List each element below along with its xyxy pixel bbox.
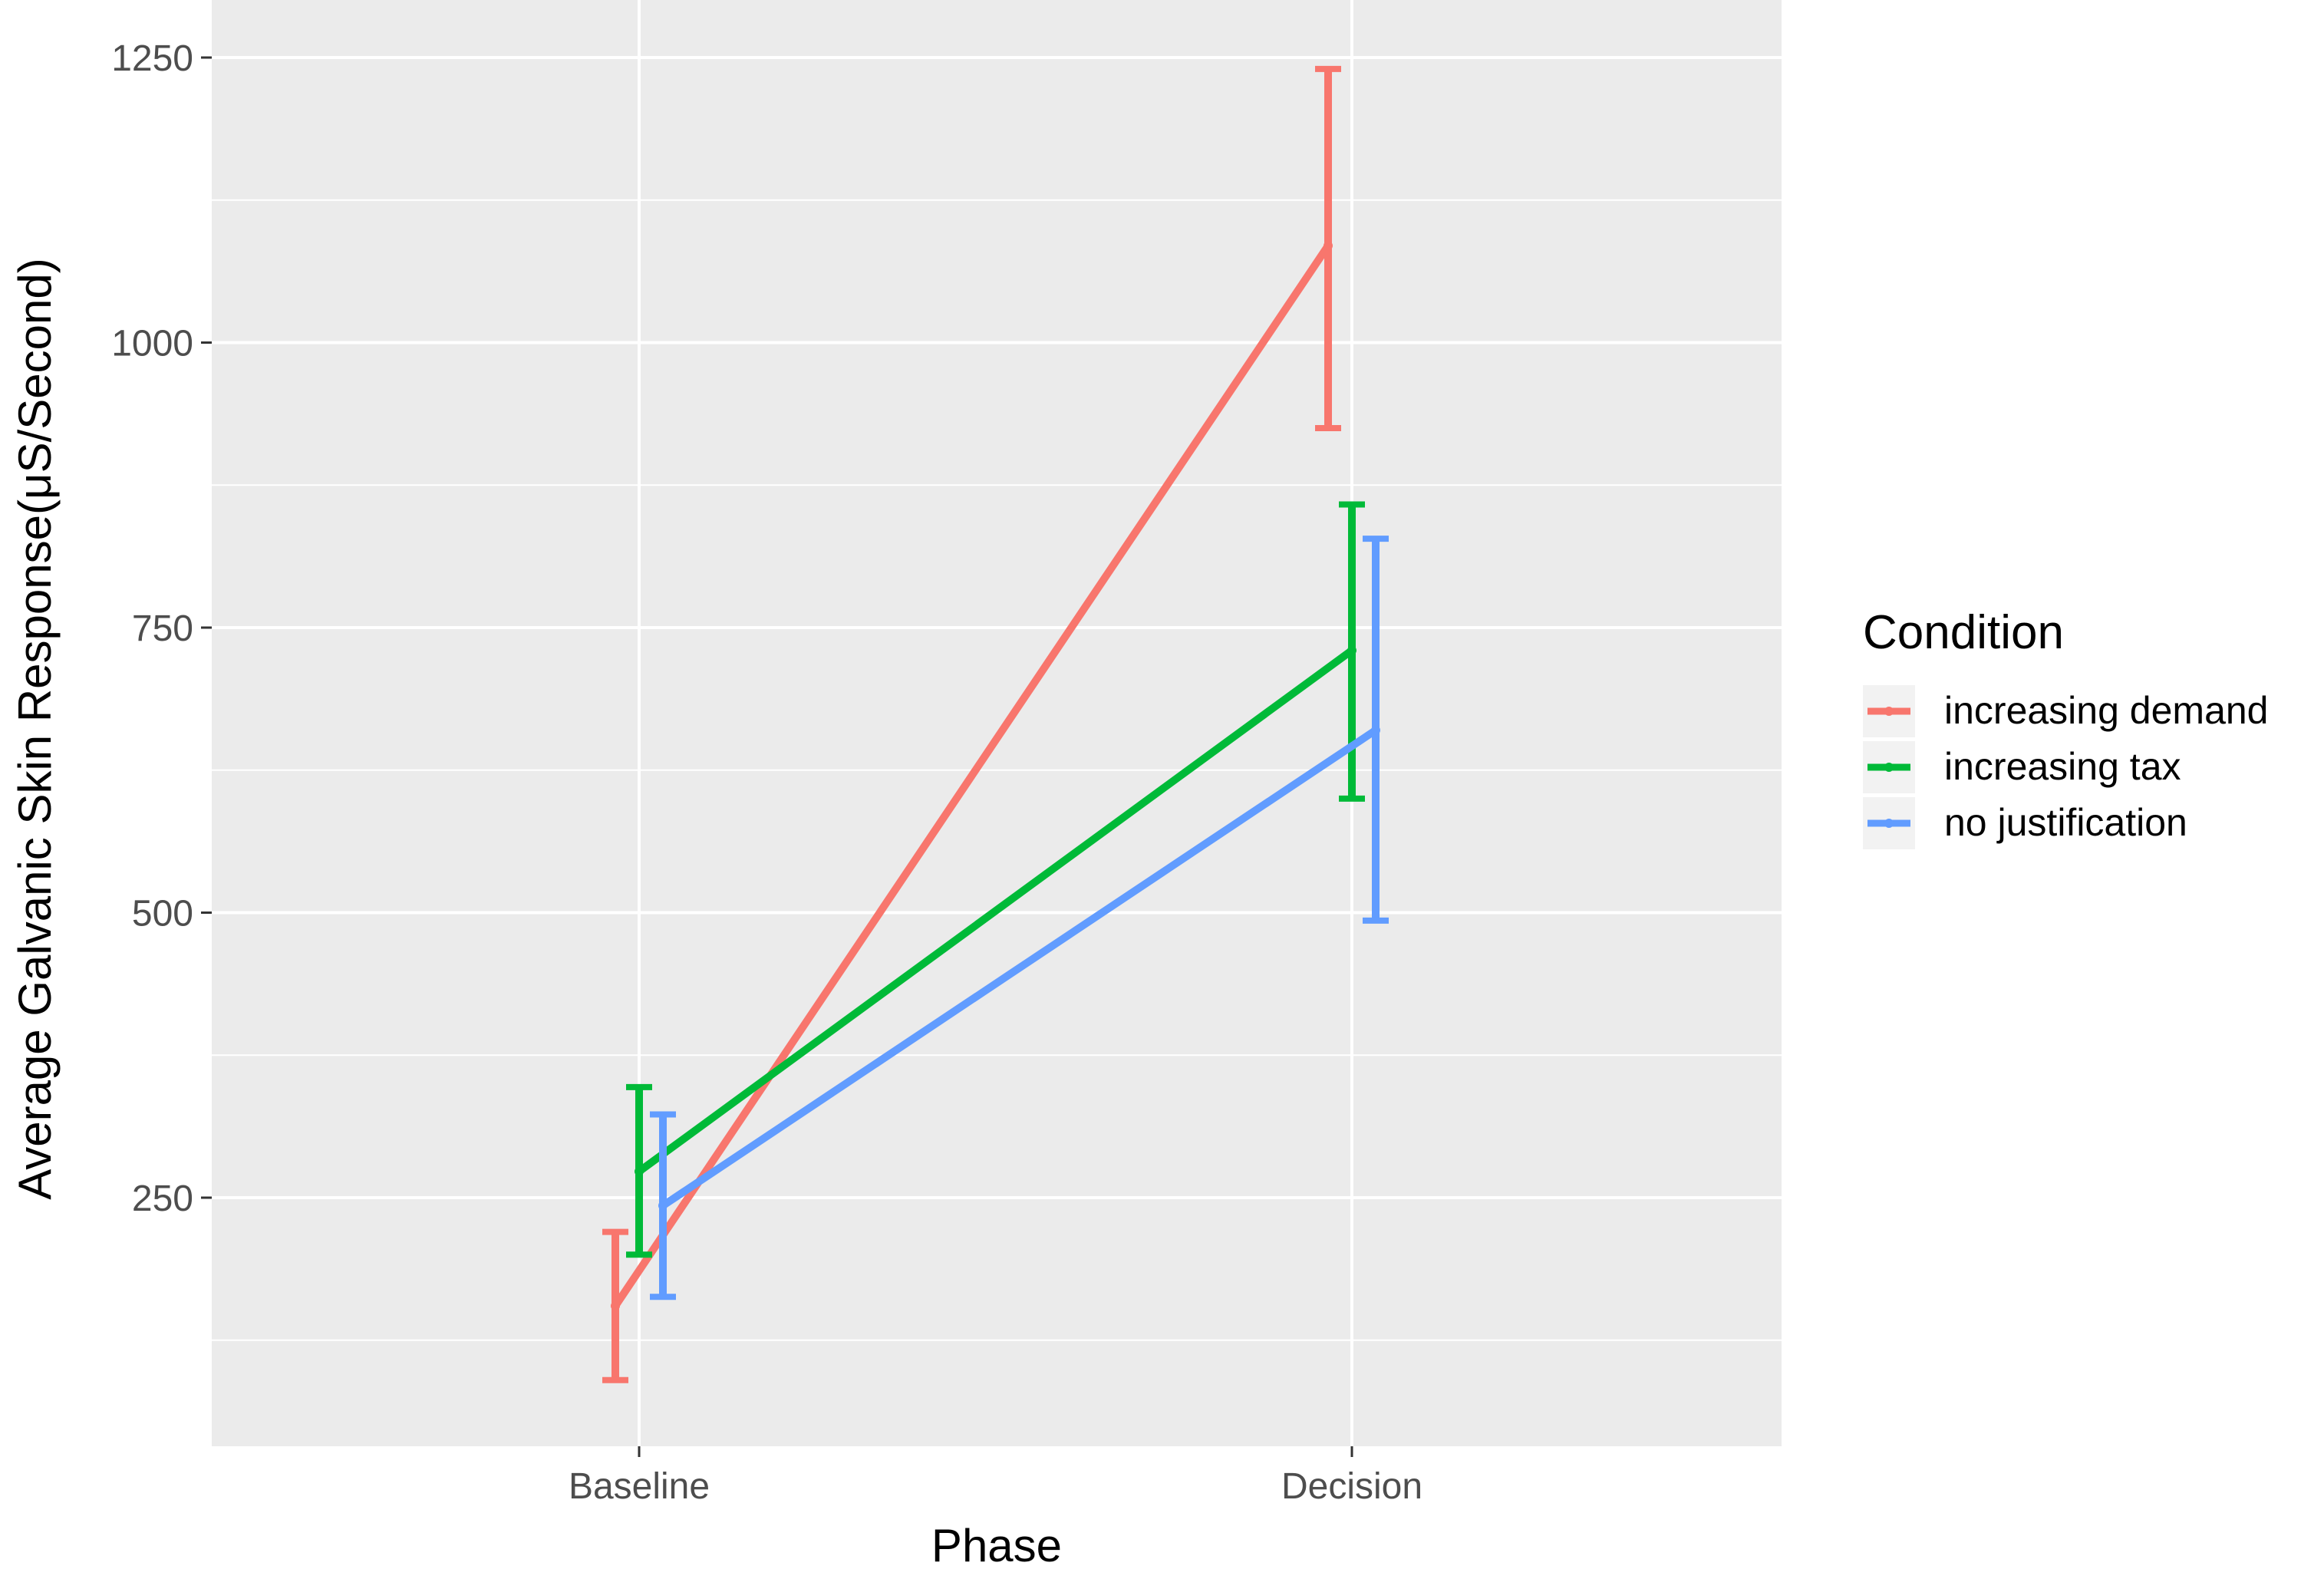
legend-label: increasing tax <box>1944 745 2181 788</box>
y-tick-label: 1000 <box>111 324 193 364</box>
legend-key-point <box>1884 763 1894 772</box>
series-line <box>611 243 1332 1308</box>
data-point <box>1324 241 1333 251</box>
series-line <box>661 727 1378 1209</box>
y-tick-label: 500 <box>132 894 193 935</box>
data-point <box>658 1201 668 1211</box>
data-point <box>1371 725 1380 735</box>
legend: Condition increasing demand increasing tax… <box>1863 606 2269 849</box>
y-axis-title: Average Galvanic Skin Response(μS/Second… <box>9 258 61 1199</box>
y-tick-label: 750 <box>132 608 193 649</box>
grid-layer <box>212 0 1782 1446</box>
series-line <box>637 647 1354 1175</box>
series-layer <box>602 65 1389 1383</box>
plot-panel <box>212 0 1782 1446</box>
y-tick-label: 250 <box>132 1178 193 1219</box>
y-tick-label: 1250 <box>111 38 193 79</box>
series-group <box>650 536 1389 1300</box>
legend-title: Condition <box>1863 606 2064 659</box>
data-point <box>611 1301 620 1311</box>
legend-label: no justification <box>1944 801 2187 844</box>
legend-key-point <box>1884 707 1894 716</box>
x-axis-title: Phase <box>931 1520 1062 1571</box>
axes-layer: 250 500 750 1000 1250 Baseline Decision <box>111 38 1422 1507</box>
legend-label: increasing demand <box>1944 689 2269 732</box>
x-tick-label: Baseline <box>569 1466 710 1507</box>
x-tick-label: Decision <box>1281 1466 1422 1507</box>
data-point <box>635 1166 644 1176</box>
series-group <box>602 65 1341 1383</box>
data-point <box>1347 645 1356 655</box>
legend-key-point <box>1884 819 1894 828</box>
